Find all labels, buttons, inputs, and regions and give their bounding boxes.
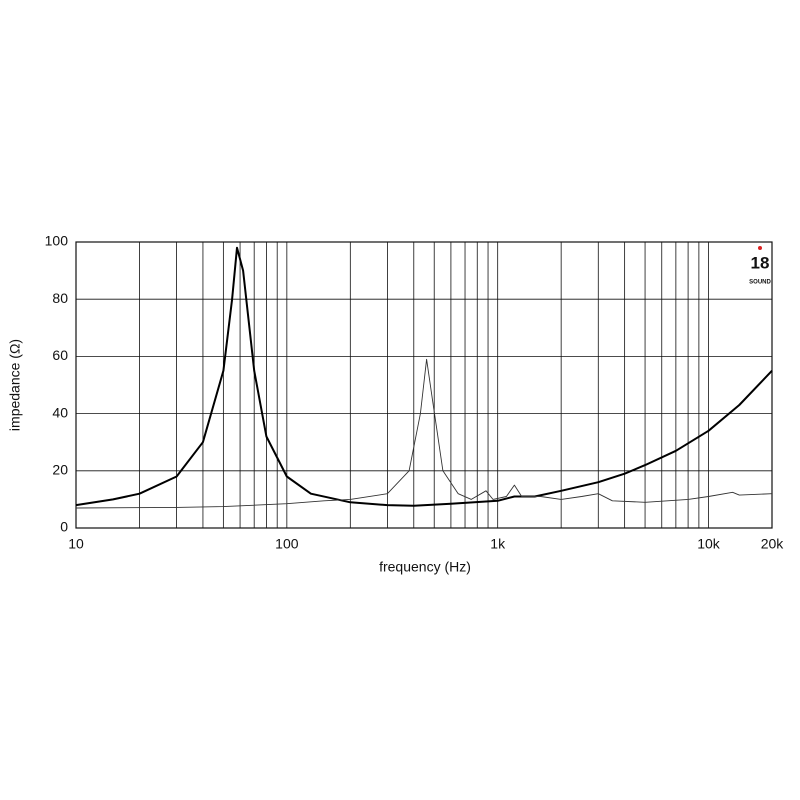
x-tick-label: 1k xyxy=(490,536,506,552)
logo-mark xyxy=(758,246,762,250)
y-tick-label: 40 xyxy=(52,404,68,420)
x-axis-label: frequency (Hz) xyxy=(379,559,471,575)
logo-word: SOUND xyxy=(749,280,771,286)
x-tick-label: 10 xyxy=(68,536,84,552)
x-tick-label: 20k xyxy=(761,536,785,552)
logo-number: 18 xyxy=(751,253,770,272)
y-tick-label: 0 xyxy=(60,519,68,535)
plot-frame xyxy=(75,241,773,529)
y-tick-label: 80 xyxy=(52,290,68,306)
y-axis-label: impedance (Ω) xyxy=(7,339,23,431)
impedance-line xyxy=(75,246,773,507)
impedance-line xyxy=(75,358,773,509)
y-tick-label: 60 xyxy=(52,347,68,363)
x-tick-label: 10k xyxy=(697,536,721,552)
x-tick-label: 100 xyxy=(275,536,299,552)
logo: 18 SOUND xyxy=(749,246,771,286)
y-tick-label: 100 xyxy=(45,233,69,249)
y-tick-label: 20 xyxy=(52,462,68,478)
